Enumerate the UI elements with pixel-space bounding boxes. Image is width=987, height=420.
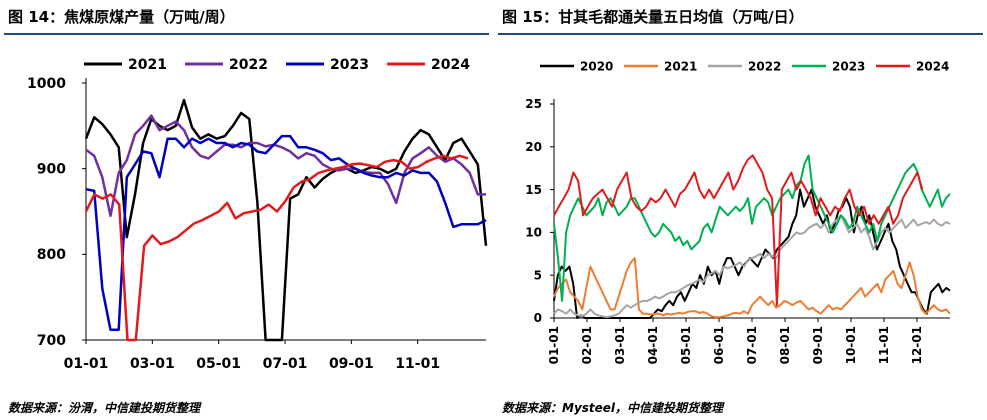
series-line-2024 bbox=[84, 154, 469, 342]
series-line-2023 bbox=[553, 154, 951, 302]
y-tick-label: 5 bbox=[534, 268, 542, 282]
x-tick-label: 09-01 bbox=[329, 356, 374, 372]
chart-title: 图 15：甘其毛都通关量五日均值（万吨/日） bbox=[502, 8, 804, 26]
series-line-2023 bbox=[85, 134, 487, 331]
x-tick-label: 09-01 bbox=[811, 326, 825, 364]
title-divider bbox=[498, 33, 983, 35]
x-tick-label: 01-01 bbox=[547, 326, 561, 364]
x-tick-label: 04-01 bbox=[646, 326, 660, 364]
x-tick-label: 07-01 bbox=[745, 326, 759, 364]
legend-label-2022: 2022 bbox=[229, 57, 268, 73]
x-tick-label: 11-01 bbox=[395, 356, 440, 372]
chart-title: 图 14：焦煤原煤产量（万吨/周） bbox=[8, 8, 235, 26]
legend-label-2020: 2020 bbox=[580, 59, 613, 73]
legend-label-2021: 2021 bbox=[664, 59, 697, 73]
x-tick-label: 12-01 bbox=[910, 326, 924, 364]
y-tick-label: 700 bbox=[37, 333, 66, 349]
series-line-2020 bbox=[553, 188, 951, 319]
x-tick-label: 02-01 bbox=[580, 326, 594, 364]
data-source: 数据来源：Mysteel，中信建投期货整理 bbox=[502, 401, 724, 415]
legend-label-2024: 2024 bbox=[916, 59, 949, 73]
y-tick-label: 0 bbox=[534, 311, 542, 325]
y-tick-label: 25 bbox=[525, 97, 542, 111]
x-tick-label: 01-01 bbox=[64, 356, 109, 372]
legend-label-2023: 2023 bbox=[832, 59, 865, 73]
x-tick-label: 07-01 bbox=[263, 356, 308, 372]
y-tick-label: 1000 bbox=[27, 76, 66, 92]
panel-coking-coal-output: 图 14：焦煤原煤产量（万吨/周） 700 800 900 1000 01-01 03-0… bbox=[0, 0, 493, 420]
series-line-2024 bbox=[553, 154, 924, 307]
y-tick-label: 20 bbox=[525, 140, 542, 154]
y-tick-label: 15 bbox=[525, 183, 542, 197]
x-tick-label: 06-01 bbox=[712, 326, 726, 364]
y-tick-label: 900 bbox=[37, 162, 66, 178]
x-tick-label: 10-01 bbox=[844, 326, 858, 364]
chart-ganqimaodu-clearance: 0 5 10 15 20 25 01-01 02-01 03-01 04-01 05-01 06-01… bbox=[525, 59, 951, 364]
series-line-2022 bbox=[553, 214, 951, 319]
x-tick-label: 11-01 bbox=[877, 326, 891, 364]
x-tick-label: 05-01 bbox=[196, 356, 241, 372]
y-tick-label: 800 bbox=[37, 247, 66, 263]
x-tick-label: 03-01 bbox=[613, 326, 627, 364]
legend-label-2024: 2024 bbox=[431, 57, 470, 73]
y-tick-label: 10 bbox=[525, 226, 542, 240]
data-source: 数据来源：汾渭，中信建投期货整理 bbox=[8, 401, 201, 415]
legend-label-2022: 2022 bbox=[748, 59, 781, 73]
legend-label-2021: 2021 bbox=[128, 57, 167, 73]
chart-coking-coal-output: 700 800 900 1000 01-01 03-01 05-01 07-01 09-01 11… bbox=[27, 57, 488, 372]
legend-label-2023: 2023 bbox=[330, 57, 369, 73]
title-divider bbox=[4, 33, 489, 35]
panel-ganqimaodu-clearance: 图 15：甘其毛都通关量五日均值（万吨/日） 0 5 10 15 20 25 01-01 02… bbox=[494, 0, 987, 420]
x-tick-label: 08-01 bbox=[778, 326, 792, 364]
x-tick-label: 05-01 bbox=[679, 326, 693, 364]
series-line-2021 bbox=[553, 257, 951, 319]
x-tick-label: 03-01 bbox=[130, 356, 175, 372]
series-line-2022 bbox=[85, 114, 486, 218]
